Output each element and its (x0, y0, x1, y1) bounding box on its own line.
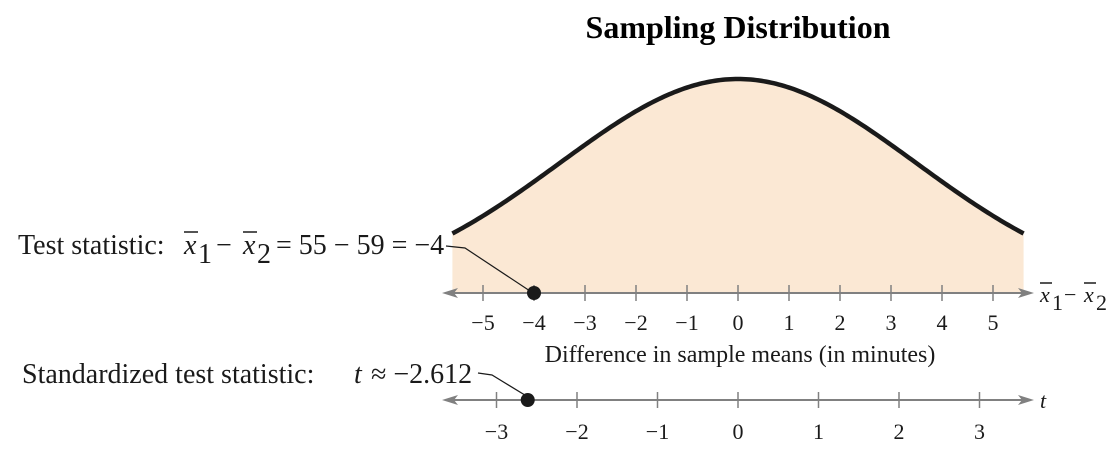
bottom-axis-tick-label: 0 (733, 419, 744, 444)
top-axis-axis-left-arrow (442, 288, 458, 298)
test-statistic-leader (445, 245, 534, 294)
top-axis-tick-label: −3 (573, 310, 596, 335)
svg-text:2: 2 (1096, 290, 1107, 315)
top-axis-tick-label: 4 (937, 310, 948, 335)
bottom-axis-tick-label: 2 (894, 419, 905, 444)
curve-fill (452, 79, 1024, 293)
standardized-statistic-leader (477, 372, 534, 401)
bottom-axis-tick-label: 1 (813, 419, 824, 444)
svg-text:t: t (354, 359, 363, 390)
svg-text:x: x (1039, 282, 1050, 307)
x-axis-label: Difference in sample means (in minutes) (545, 342, 936, 368)
top-axis-tick-label: −2 (624, 310, 647, 335)
svg-text:−: − (216, 230, 232, 261)
svg-text:x: x (183, 230, 197, 261)
bottom-axis-tick-label: −1 (646, 419, 669, 444)
top-axis-tick-label: 3 (886, 310, 897, 335)
bottom-axis-variable-label: t (1040, 388, 1047, 413)
svg-text:x: x (1083, 282, 1094, 307)
top-axis-variable-label: x 1 − x 2 (1039, 282, 1107, 315)
bottom-axis-tick-label: −3 (485, 419, 508, 444)
svg-text:1: 1 (1052, 290, 1063, 315)
bottom-axis-axis-right-arrow (1018, 395, 1034, 405)
bottom-axis-marker-point (520, 393, 535, 407)
svg-text:Test statistic:: Test statistic: (18, 230, 165, 261)
top-axis-marker-point (527, 286, 541, 300)
svg-text:= 55 − 59 = −4: = 55 − 59 = −4 (276, 230, 444, 261)
svg-text:Standardized test statistic:: Standardized test statistic: (22, 359, 314, 390)
svg-text:2: 2 (257, 239, 271, 270)
top-axis-tick-label: −5 (471, 310, 494, 335)
top-axis-tick-label: −1 (675, 310, 698, 335)
normal-curve (451, 76, 1025, 236)
svg-text:x: x (242, 230, 256, 261)
standardized-statistic-annotation: Standardized test statistic: t ≈ −2.612 (22, 359, 472, 390)
top-axis-tick-label: 0 (733, 310, 744, 335)
svg-text:1: 1 (198, 239, 212, 270)
test-statistic-annotation: Test statistic: x 1 − x 2 = 55 − 59 = −4 (18, 230, 444, 270)
bottom-axis-tick-label: −2 (565, 419, 588, 444)
top-axis-axis-right-arrow (1018, 288, 1034, 298)
svg-text:−: − (1064, 282, 1076, 307)
bottom-axis-tick-label: 3 (974, 419, 985, 444)
top-axis-tick-label: 2 (835, 310, 846, 335)
top-axis-tick-label: −4 (522, 310, 545, 335)
bottom-axis: −3 −2 −1 0 1 2 3 (442, 392, 1034, 444)
chart-title: Sampling Distribution (586, 9, 891, 45)
top-axis-tick-label: 1 (784, 310, 795, 335)
bottom-axis-axis-left-arrow (442, 395, 458, 405)
top-axis: −5 −4 −3 −2 −1 0 1 2 3 4 5 (442, 285, 1034, 335)
top-axis-tick-label: 5 (988, 310, 999, 335)
svg-text:≈ −2.612: ≈ −2.612 (371, 359, 472, 390)
